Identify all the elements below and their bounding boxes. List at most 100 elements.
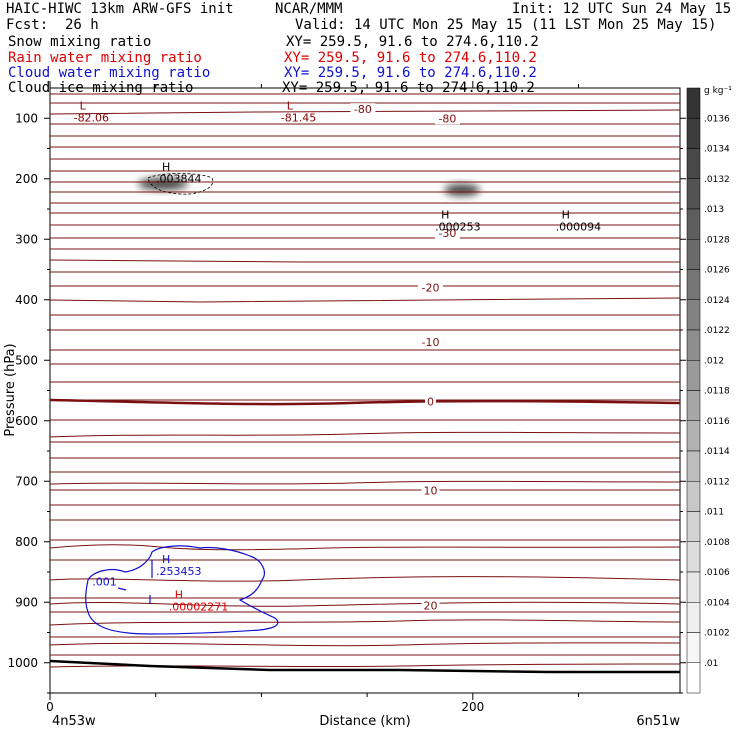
colorbar-swatch bbox=[686, 420, 701, 452]
field-xy-snow: XY= 259.5, 91.6 to 274.6,110.2 bbox=[286, 34, 539, 50]
colorbar-swatch bbox=[686, 541, 701, 573]
colorbar-tick-label: .0122 bbox=[704, 326, 730, 336]
contour-label-bg bbox=[350, 103, 376, 116]
colorbar-tick-label: .0136 bbox=[704, 114, 730, 124]
x-axis-left-end: 4n53w bbox=[52, 714, 96, 729]
colorbar-swatch bbox=[686, 602, 701, 633]
contour-label: -80 bbox=[438, 112, 456, 125]
y-tick-label: 800 bbox=[15, 535, 38, 549]
contour-label-bg bbox=[434, 227, 460, 240]
colorbar-tick-label: .0116 bbox=[704, 417, 730, 427]
colorbar-tick-label: .0118 bbox=[704, 387, 730, 397]
extremum-symbol: H bbox=[562, 208, 570, 221]
y-tick-label: 300 bbox=[15, 232, 38, 246]
colorbar-tick-label: .0106 bbox=[704, 568, 730, 578]
colorbar-tick-label: .0112 bbox=[704, 477, 730, 487]
y-tick-label: 700 bbox=[15, 474, 38, 488]
colorbar-swatch bbox=[686, 662, 701, 694]
contour-label-bg bbox=[418, 336, 444, 349]
ice-mixing-blob-right bbox=[444, 184, 480, 196]
extremum-value: -81.45 bbox=[281, 111, 316, 124]
contour-label-bg bbox=[421, 599, 440, 612]
forecast-hour: 26 h bbox=[65, 17, 99, 33]
colorbar-tick-label: .0108 bbox=[704, 538, 730, 548]
contour-label-bg bbox=[425, 395, 437, 408]
cloud-water-contour-label: .001 bbox=[92, 576, 117, 589]
colorbar-swatch bbox=[686, 632, 701, 663]
y-tick-label: 200 bbox=[15, 172, 38, 186]
colorbar-swatch bbox=[686, 360, 701, 391]
valid-time: Valid: 14 UTC Mon 25 May 15 (11 LST Mon … bbox=[295, 17, 717, 33]
field-xy-rain: XY= 259.5, 91.6 to 274.6,110.2 bbox=[284, 50, 537, 66]
colorbar-swatch bbox=[686, 481, 701, 512]
colorbar-tick-label: .011 bbox=[704, 508, 724, 518]
init-time: Init: 12 UTC Sun 24 May 15 bbox=[512, 1, 732, 17]
colorbar-tick-label: .01 bbox=[704, 659, 718, 669]
colorbar-tick-label: .0134 bbox=[704, 145, 730, 155]
contour-label: -10 bbox=[422, 336, 440, 349]
ice-mixing-blob-left bbox=[138, 178, 188, 190]
colorbar-tick-label: .0126 bbox=[704, 266, 730, 276]
chart-title: HAIC-HIWC 13km ARW-GFS init bbox=[6, 1, 234, 17]
x-axis-title: Distance (km) bbox=[319, 714, 410, 729]
colorbar-tick-label: .0128 bbox=[704, 235, 730, 245]
freezing-level-contour bbox=[49, 398, 681, 406]
colorbar: .0136 .0134 .0132 .013 .0128 .0126 .0124 .0122.… bbox=[686, 87, 730, 694]
colorbar-swatch bbox=[686, 571, 701, 603]
forecast-label: Fcst: bbox=[6, 17, 49, 33]
colorbar-swatch bbox=[686, 269, 701, 300]
extremum-value: -82.06 bbox=[74, 111, 109, 124]
colorbar-swatch bbox=[686, 239, 701, 270]
colorbar-tick-label: .013 bbox=[704, 205, 724, 215]
extremum-symbol: H bbox=[175, 588, 183, 601]
contour-label: 0 bbox=[427, 395, 434, 408]
temperature-contours bbox=[49, 93, 681, 656]
colorbar-swatch bbox=[686, 329, 701, 361]
y-tick-label: 900 bbox=[15, 595, 38, 609]
x-tick-label: 0 bbox=[46, 700, 54, 714]
contour-label: -80 bbox=[354, 103, 372, 116]
extremum-symbol: H bbox=[441, 208, 449, 221]
cloud-water-contours bbox=[85, 545, 279, 635]
field-name-snow: Snow mixing ratio bbox=[8, 34, 152, 50]
colorbar-tick-label: .0104 bbox=[704, 598, 730, 608]
extremum-value: .000253 bbox=[435, 220, 481, 233]
center-label: NCAR/MMM bbox=[275, 1, 343, 17]
field-name-cloud-water: Cloud water mixing ratio bbox=[8, 65, 211, 81]
colorbar-swatch bbox=[686, 148, 701, 179]
contour-label: 20 bbox=[424, 599, 438, 612]
field-xy-cloud-water: XY= 259.5, 91.6 to 274.6,110.2 bbox=[284, 65, 537, 81]
contour-label-bg bbox=[418, 281, 444, 294]
temperature-contour-labels: -80 -80 -30 -20 -10 0 10 20 bbox=[350, 103, 460, 612]
y-tick-label: 1000 bbox=[7, 656, 38, 670]
colorbar-swatch bbox=[686, 87, 701, 119]
colorbar-swatch bbox=[686, 299, 701, 331]
contour-label-bg bbox=[421, 484, 440, 497]
snow-contour bbox=[147, 173, 214, 195]
contour-label: 10 bbox=[424, 484, 438, 497]
extremum-value: .000094 bbox=[556, 220, 602, 233]
colorbar-swatch bbox=[686, 450, 701, 482]
extremum-value: .00002271 bbox=[169, 600, 229, 613]
y-tick-label: 500 bbox=[15, 353, 38, 367]
contour-label: -30 bbox=[438, 227, 456, 240]
colorbar-tick-label: .0102 bbox=[704, 629, 730, 639]
y-tick-label: 400 bbox=[15, 293, 38, 307]
x-axis-right-end: 6n51w bbox=[636, 714, 680, 729]
extremum-symbol: H bbox=[162, 161, 170, 174]
colorbar-unit: g kg⁻¹ bbox=[704, 86, 732, 96]
extremum-symbol: L bbox=[287, 99, 294, 112]
colorbar-swatch bbox=[686, 390, 701, 421]
field-name-rain: Rain water mixing ratio bbox=[8, 50, 202, 66]
extremum-value: .003844 bbox=[156, 173, 202, 186]
contour-label: -20 bbox=[422, 282, 440, 295]
colorbar-swatch bbox=[686, 178, 701, 210]
x-axis: 0 20 0 bbox=[46, 81, 580, 714]
colorbar-tick-label: .0132 bbox=[704, 175, 730, 185]
y-tick-label: 600 bbox=[15, 414, 38, 428]
y-tick-label: 100 bbox=[15, 111, 38, 125]
temperature-contours-wavy bbox=[49, 431, 681, 668]
terrain-surface bbox=[49, 659, 680, 674]
